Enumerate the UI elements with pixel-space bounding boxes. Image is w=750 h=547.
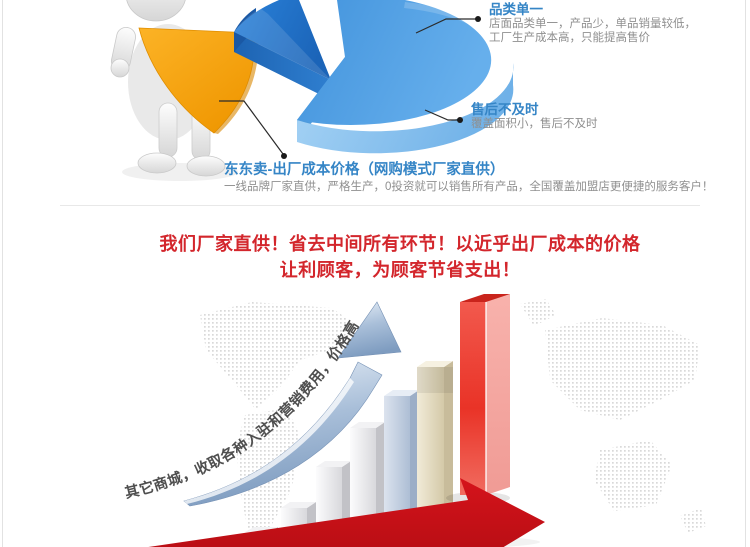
- pie-light-slice: [297, 0, 514, 154]
- callout-bullet-2: [457, 117, 463, 123]
- bar-6: [417, 361, 453, 517]
- callout-body-line2: 工厂生产成本高，只能提高售价: [489, 32, 650, 44]
- callout-lines: [219, 18, 476, 155]
- bar-red-tallest: [446, 294, 510, 504]
- callout-body-line1: 店面品类单一，产品少，单品销量较低，: [489, 18, 696, 30]
- page-right-border: [745, 0, 746, 547]
- callout-body: 覆盖面积小，售后不及时: [471, 118, 598, 130]
- growth-chart-art: 其它商城，收取各种入驻和营销费用，价格高昂: [0, 290, 706, 547]
- callout-line-3: [219, 100, 284, 155]
- callout-title: 售后不及时: [471, 102, 539, 117]
- world-map-dots: [200, 299, 706, 542]
- callout-line-2: [424, 109, 458, 121]
- banner-text: 我们厂家直供！省去中间所有环节！以近乎出厂成本的价格 让利顾客，为顾客节省支出！: [50, 231, 750, 283]
- bar-5: [384, 390, 419, 525]
- red-forward-arrow: [148, 478, 545, 547]
- banner-line-2: 让利顾客，为顾客节省支出！: [279, 260, 521, 280]
- callout-factory-price: 东东卖-出厂成本价格（网购模式厂家直供） 一线品牌厂家直供，严格生产，0投资就可…: [224, 163, 713, 194]
- banner-line-1: 我们厂家直供！省去中间所有环节！以近乎出厂成本的价格: [159, 234, 641, 254]
- pie-dark-slice: [234, 0, 331, 100]
- blue-arrowhead: [337, 301, 402, 359]
- callout-title: 品类单一: [489, 2, 543, 17]
- pie-infographic-art: [110, 0, 514, 181]
- callout-bullet-3: [281, 153, 287, 159]
- callout-after-sales: 售后不及时 覆盖面积小，售后不及时: [471, 102, 598, 131]
- callout-single-category: 品类单一 店面品类单一，产品少，单品销量较低， 工厂生产成本高，只能提高售价: [489, 2, 696, 45]
- page-left-border: [2, 0, 3, 547]
- callout-title: 东东卖-出厂成本价格（网购模式厂家直供）: [224, 162, 505, 178]
- callout-body: 一线品牌厂家直供，严格生产，0投资就可以销售所有产品，全国覆盖加盟店更便捷的服务…: [224, 181, 714, 193]
- callout-bullet-1: [475, 16, 481, 22]
- section-divider: [60, 205, 700, 206]
- callout-line-1: [415, 18, 476, 34]
- blue-growth-arrow: [183, 301, 402, 507]
